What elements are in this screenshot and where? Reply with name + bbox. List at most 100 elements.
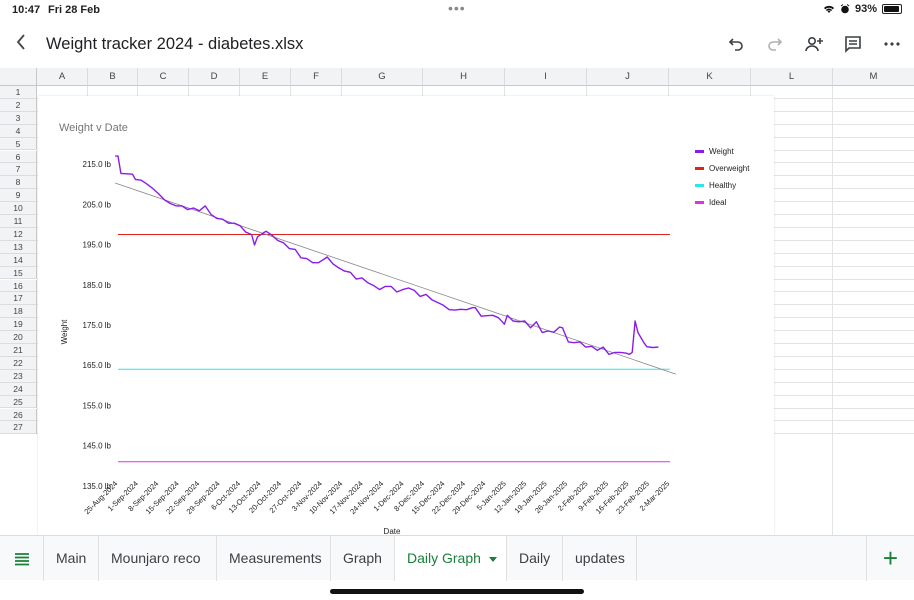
column-header-f[interactable]: F (291, 68, 342, 86)
chart-container[interactable]: Weight v Date Weight Date 135.0 lb 145.0 … (38, 96, 774, 536)
legend-label-healthy: Healthy (709, 181, 736, 190)
row-header-1[interactable]: 1 (0, 86, 37, 99)
status-right: 93% (823, 3, 902, 15)
y-tick-label: 155.0 lb (83, 401, 112, 410)
sheet-tab-label: Main (56, 550, 87, 566)
wifi-icon (823, 5, 834, 13)
alarm-icon (840, 4, 850, 14)
redo-icon[interactable] (763, 32, 787, 56)
row-header-4[interactable]: 4 (0, 124, 37, 138)
row-header-21[interactable]: 21 (0, 344, 37, 357)
y-tick-label: 135.0 lb (83, 482, 112, 491)
row-header-18[interactable]: 18 (0, 305, 37, 319)
weight-line-chart: Weight v Date Weight Date 135.0 lb 145.0 … (59, 122, 750, 536)
row-header-24[interactable]: 24 (0, 382, 37, 396)
y-tick-label: 145.0 lb (83, 442, 112, 451)
row-header-11[interactable]: 11 (0, 215, 37, 228)
chart-plot-layer: 135.0 lb 145.0 lb 155.0 lb 165.0 lb 175.0 lb… (82, 147, 750, 516)
sheet-list-icon[interactable] (0, 536, 44, 581)
legend-label-ideal: Ideal (709, 198, 727, 207)
sheet-tab-label: Graph (343, 550, 382, 566)
sheet-tab-label: updates (575, 550, 625, 566)
battery-percent: 93% (854, 3, 877, 15)
status-date: Fri 28 Feb (48, 4, 100, 16)
add-sheet-icon[interactable]: + (866, 536, 914, 581)
row-header-23[interactable]: 23 (0, 369, 37, 383)
y-tick-label: 215.0 lb (83, 160, 112, 169)
multitask-dots-icon[interactable]: ••• (448, 0, 466, 16)
column-header-h[interactable]: H (423, 68, 505, 86)
row-header-25[interactable]: 25 (0, 395, 37, 409)
row-header-7[interactable]: 7 (0, 163, 37, 177)
column-header-m[interactable]: M (833, 68, 914, 86)
chart-xlabel: Date (384, 527, 401, 535)
column-header-e[interactable]: E (240, 68, 291, 86)
column-header-a[interactable]: A (37, 68, 88, 86)
sheet-tab-measurements[interactable]: Measurements (217, 536, 331, 581)
sheet-tab-mounjaro-reco[interactable]: Mounjaro reco (99, 536, 217, 581)
y-tick-label: 165.0 lb (83, 361, 112, 370)
column-gridline (832, 86, 833, 535)
status-time: 10:47 (12, 4, 41, 16)
row-header-17[interactable]: 17 (0, 292, 37, 306)
column-header-k[interactable]: K (669, 68, 751, 86)
sheet-tab-daily[interactable]: Daily (507, 536, 563, 581)
y-tick-label: 195.0 lb (83, 241, 112, 250)
more-icon[interactable] (880, 32, 904, 56)
series-line-weight (115, 155, 659, 356)
dropdown-arrow-icon[interactable] (488, 556, 497, 562)
row-header-5[interactable]: 5 (0, 137, 37, 151)
y-tick-label: 175.0 lb (83, 321, 112, 330)
legend-swatch-ideal (695, 201, 704, 204)
sheet-tab-main[interactable]: Main (44, 536, 99, 581)
column-header-l[interactable]: L (751, 68, 833, 86)
legend-swatch-weight (695, 150, 704, 153)
legend-label-overweight: Overweight (709, 164, 750, 173)
home-indicator[interactable] (330, 589, 584, 594)
row-header-14[interactable]: 14 (0, 253, 37, 267)
sheet-tab-updates[interactable]: updates (563, 536, 637, 581)
row-header-9[interactable]: 9 (0, 189, 37, 203)
row-header-15[interactable]: 15 (0, 266, 37, 280)
row-header-8[interactable]: 8 (0, 176, 37, 190)
row-header-2[interactable]: 2 (0, 98, 37, 112)
row-header-13[interactable]: 13 (0, 240, 37, 254)
y-tick-label: 205.0 lb (83, 200, 112, 209)
trend-line (114, 182, 676, 375)
add-person-icon[interactable] (802, 32, 826, 56)
legend-swatch-overweight (695, 167, 704, 170)
title-bar: Weight tracker 2024 - diabetes.xlsx (0, 26, 914, 64)
column-header-c[interactable]: C (138, 68, 189, 86)
row-header-6[interactable]: 6 (0, 150, 37, 164)
status-bar: 10:47 Fri 28 Feb ••• 93% (0, 0, 914, 20)
sheet-tab-label: Daily Graph (407, 550, 481, 566)
sheet-tab-bar: Main Mounjaro reco Measurements Graph Daily … (0, 535, 914, 581)
row-header-3[interactable]: 3 (0, 111, 37, 125)
row-header-19[interactable]: 19 (0, 318, 37, 332)
row-header-26[interactable]: 26 (0, 408, 37, 422)
chart-ylabel: Weight (60, 319, 69, 345)
undo-icon[interactable] (724, 32, 748, 56)
chart-title: Weight v Date (59, 122, 128, 134)
document-title[interactable]: Weight tracker 2024 - diabetes.xlsx (46, 35, 304, 53)
column-header-g[interactable]: G (342, 68, 423, 86)
row-header-12[interactable]: 12 (0, 227, 37, 241)
sheet-tab-label: Mounjaro reco (111, 550, 201, 566)
row-header-10[interactable]: 10 (0, 202, 37, 215)
legend-label-weight: Weight (709, 147, 735, 156)
column-header-j[interactable]: J (587, 68, 669, 86)
back-chevron-icon[interactable] (14, 32, 28, 58)
comment-icon[interactable] (841, 32, 865, 56)
row-header-22[interactable]: 22 (0, 356, 37, 370)
column-header-d[interactable]: D (189, 68, 240, 86)
row-header-16[interactable]: 16 (0, 279, 37, 293)
battery-fill (884, 6, 899, 12)
column-header-b[interactable]: B (88, 68, 138, 86)
sheet-tab-graph[interactable]: Graph (331, 536, 395, 581)
select-all-corner[interactable] (0, 68, 37, 86)
row-header-27[interactable]: 27 (0, 421, 37, 435)
row-header-20[interactable]: 20 (0, 331, 37, 344)
legend-swatch-healthy (695, 184, 704, 187)
column-header-i[interactable]: I (505, 68, 587, 86)
sheet-tab-daily-graph[interactable]: Daily Graph (395, 536, 507, 581)
